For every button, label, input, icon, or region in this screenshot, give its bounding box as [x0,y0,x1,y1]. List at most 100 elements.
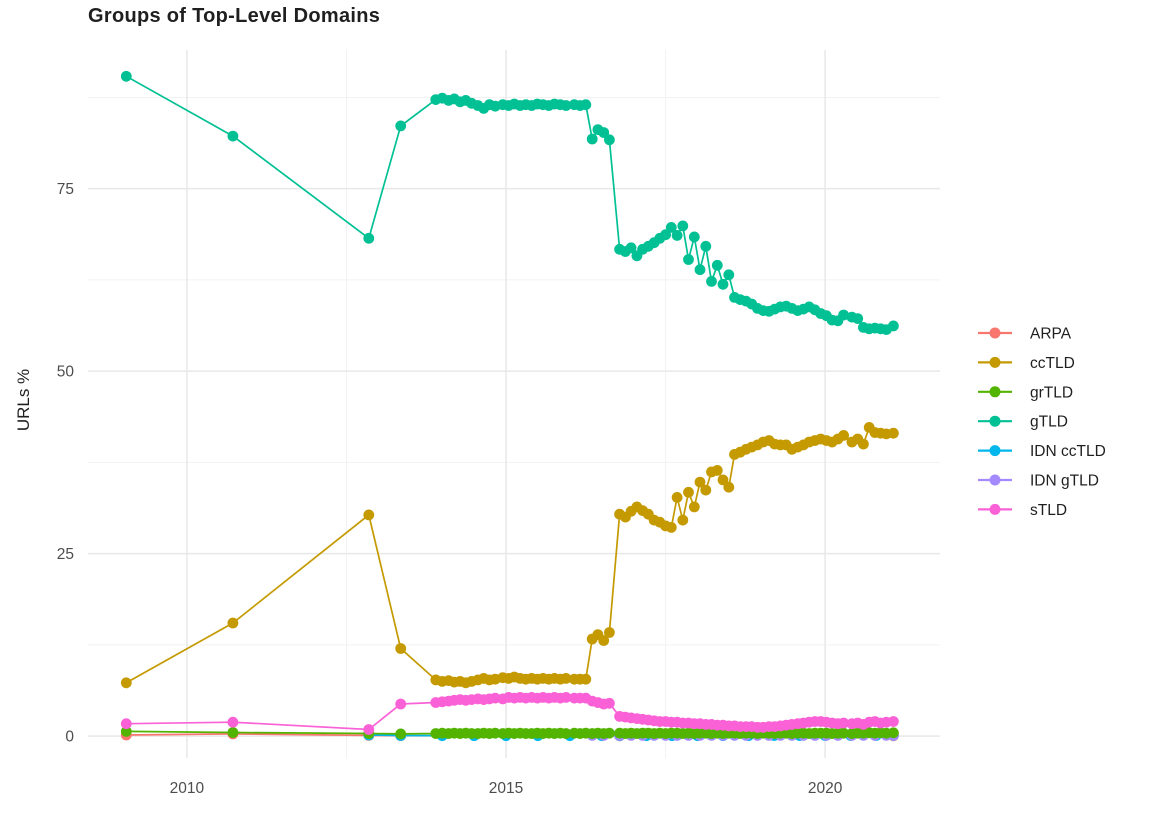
data-point [395,643,407,654]
data-point [363,724,375,735]
data-point [665,522,677,533]
legend-item-idn-cctld: IDN ccTLD [978,443,1106,460]
legend-label: ccTLD [1030,355,1075,372]
legend-item-grtld: grTLD [978,384,1073,401]
data-point [852,313,864,324]
data-point [560,692,572,703]
data-point [120,726,132,737]
data-point [683,254,694,265]
data-point [363,232,375,244]
data-point [604,627,615,638]
data-point [723,269,735,281]
data-point [700,484,712,496]
data-point [694,476,706,488]
y-tick-label: 75 [57,181,74,198]
data-point [838,430,849,441]
data-point [838,727,849,739]
y-tick-label: 50 [57,364,75,381]
data-point [580,673,592,685]
data-point [888,320,899,332]
data-point [723,481,735,493]
data-point [120,70,132,82]
data-point [227,130,239,142]
legend-key-dot-icon [989,415,1001,427]
legend-label: IDN gTLD [1030,473,1099,490]
data-point [671,230,683,241]
data-point [560,100,572,111]
data-point [838,717,849,729]
data-point [227,617,239,629]
data-point [683,486,694,498]
data-point [688,501,700,513]
data-point [604,697,615,709]
data-point [671,492,683,503]
legend-key-dot-icon [989,327,1001,339]
data-point [604,134,615,146]
legend-label: gTLD [1030,414,1068,431]
data-point [677,514,689,526]
data-point [700,240,712,252]
legend-label: sTLD [1030,502,1067,519]
series-cctld [120,422,899,689]
series-grtld [120,726,899,740]
legend-key-dot-icon [989,474,1001,486]
gridlines [88,50,940,758]
y-tick-label: 25 [57,546,74,563]
legend-key-dot-icon [989,386,1001,398]
data-point [598,127,610,138]
data-point [489,727,501,739]
series-line [125,75,894,331]
data-point [858,438,869,450]
legend-item-cctld: ccTLD [978,355,1075,372]
legend-key-dot-icon [989,356,1001,368]
data-point [625,242,637,254]
x-tick-label: 2010 [170,780,205,797]
y-tick-label: 0 [65,729,74,746]
data-point [395,728,407,740]
data-point [363,509,375,521]
data-point [665,222,677,233]
legend-key-dot-icon [989,445,1001,457]
legend-label: grTLD [1030,384,1073,401]
data-point [560,728,572,739]
x-tick-label: 2015 [489,780,523,797]
data-point [395,698,407,710]
legend-item-idn-gtld: IDN gTLD [978,473,1099,490]
data-point [711,259,723,271]
data-point [604,727,615,739]
legend-key-dot-icon [989,503,1001,515]
legend-item-stld: sTLD [978,502,1067,519]
axis-labels: 0 25 50 75 2010 2015 2020 [57,181,843,797]
data-point [694,264,706,276]
chart-title: Groups of Top-Level Domains [88,5,381,27]
data-point [120,718,132,730]
data-point [120,677,132,689]
data-point [677,220,689,232]
data-point [888,716,899,727]
legend-label: ARPA [1030,326,1072,343]
data-point [560,673,572,684]
legend-item-gtld: gTLD [978,414,1068,431]
series-gtld [120,70,899,335]
data-point [586,133,598,145]
data-point [888,727,899,739]
data-point [717,474,729,486]
x-tick-label: 2020 [808,780,843,797]
data-point [580,99,592,111]
data-point [598,635,610,646]
legend-item-arpa: ARPA [978,326,1072,343]
data-point [706,276,717,287]
data-point [888,427,899,439]
data-point [395,120,407,132]
data-point [717,278,729,290]
legend: ARPA ccTLD grTLD gTLD IDN ccTLD IDN gTLD sTLD [978,326,1106,519]
series-stld [120,692,899,735]
legend-label: IDN ccTLD [1030,443,1106,460]
data-point [660,229,671,241]
data-point [688,231,700,243]
data-point [227,716,239,728]
data-point [711,465,723,476]
data-point [227,727,239,738]
data-point [838,309,849,321]
